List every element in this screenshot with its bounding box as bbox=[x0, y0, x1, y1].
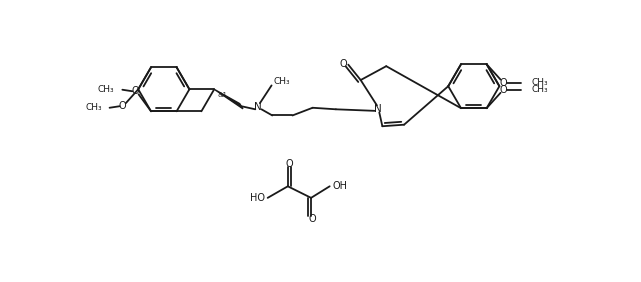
Text: O: O bbox=[500, 85, 508, 95]
Text: O: O bbox=[285, 159, 293, 169]
Text: &1: &1 bbox=[217, 92, 228, 98]
Text: OH: OH bbox=[333, 181, 348, 191]
Text: CH₃: CH₃ bbox=[531, 78, 548, 87]
Text: N: N bbox=[254, 102, 262, 112]
Text: CH₃: CH₃ bbox=[98, 85, 115, 94]
Text: O: O bbox=[119, 101, 126, 111]
Text: N: N bbox=[374, 104, 381, 114]
Text: CH₃: CH₃ bbox=[531, 85, 548, 94]
Text: CH₃: CH₃ bbox=[273, 77, 290, 86]
Text: O: O bbox=[131, 86, 139, 96]
Text: O: O bbox=[500, 78, 508, 88]
Text: CH₃: CH₃ bbox=[85, 103, 102, 112]
Polygon shape bbox=[214, 89, 243, 109]
Text: O: O bbox=[339, 59, 347, 69]
Text: O: O bbox=[309, 214, 317, 224]
Text: HO: HO bbox=[249, 193, 265, 203]
